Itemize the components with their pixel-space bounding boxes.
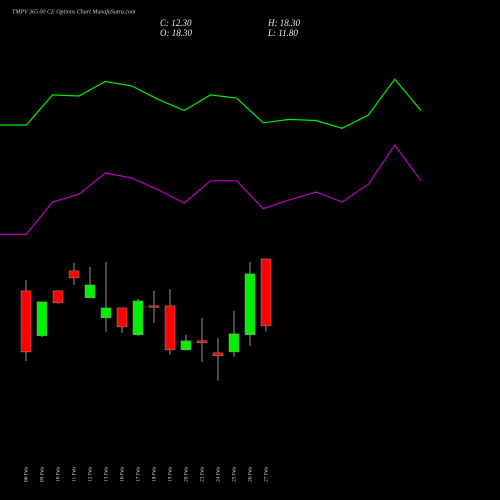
chart-title: TMPV 365.00 CE Options Chart MunafaSutra… — [12, 8, 136, 15]
candle-body — [212, 352, 224, 357]
candle-body — [116, 307, 128, 328]
x-tick-label: 23 Feb — [199, 467, 205, 482]
x-tick-label: 20 Feb — [183, 467, 189, 482]
x-tick-label: 09 Feb — [39, 467, 45, 482]
x-tick-label: 25 Feb — [231, 467, 237, 482]
candle-body — [20, 290, 32, 353]
x-tick-label: 27 Feb — [263, 467, 269, 482]
candle-body — [132, 300, 144, 336]
x-tick-label: 18 Feb — [151, 467, 157, 482]
candle-body — [180, 340, 192, 351]
candle-body — [148, 305, 160, 308]
low-info: L: 11.80 — [267, 28, 298, 38]
close-info: C: 12.30 — [160, 18, 192, 28]
candle-body — [244, 273, 256, 336]
x-tick-label: 13 Feb — [103, 467, 109, 482]
candle-body — [100, 307, 112, 319]
open-info: O: 18.30 — [160, 28, 192, 38]
high-info: H: 18.30 — [267, 18, 300, 28]
candle-body — [68, 270, 80, 279]
x-tick-label: 17 Feb — [135, 467, 141, 482]
x-tick-label: 12 Feb — [87, 467, 93, 482]
x-tick-label: 26 Feb — [247, 467, 253, 482]
x-tick-label: 24 Feb — [215, 467, 221, 482]
candle-body — [52, 290, 64, 304]
candle-body — [228, 333, 240, 353]
x-tick-label: 10 Feb — [55, 467, 61, 482]
candle-body — [196, 340, 208, 344]
indicator-line — [0, 144, 422, 235]
candle-body — [36, 301, 48, 337]
x-tick-label: 11 Feb — [71, 467, 77, 482]
candle-body — [260, 258, 272, 327]
indicator-line — [0, 78, 422, 129]
x-tick-label: 06 Feb — [23, 467, 29, 482]
x-tick-label: 16 Feb — [119, 467, 125, 482]
x-tick-label: 19 Feb — [167, 467, 173, 482]
candle-body — [164, 305, 176, 351]
candle-body — [84, 284, 96, 299]
